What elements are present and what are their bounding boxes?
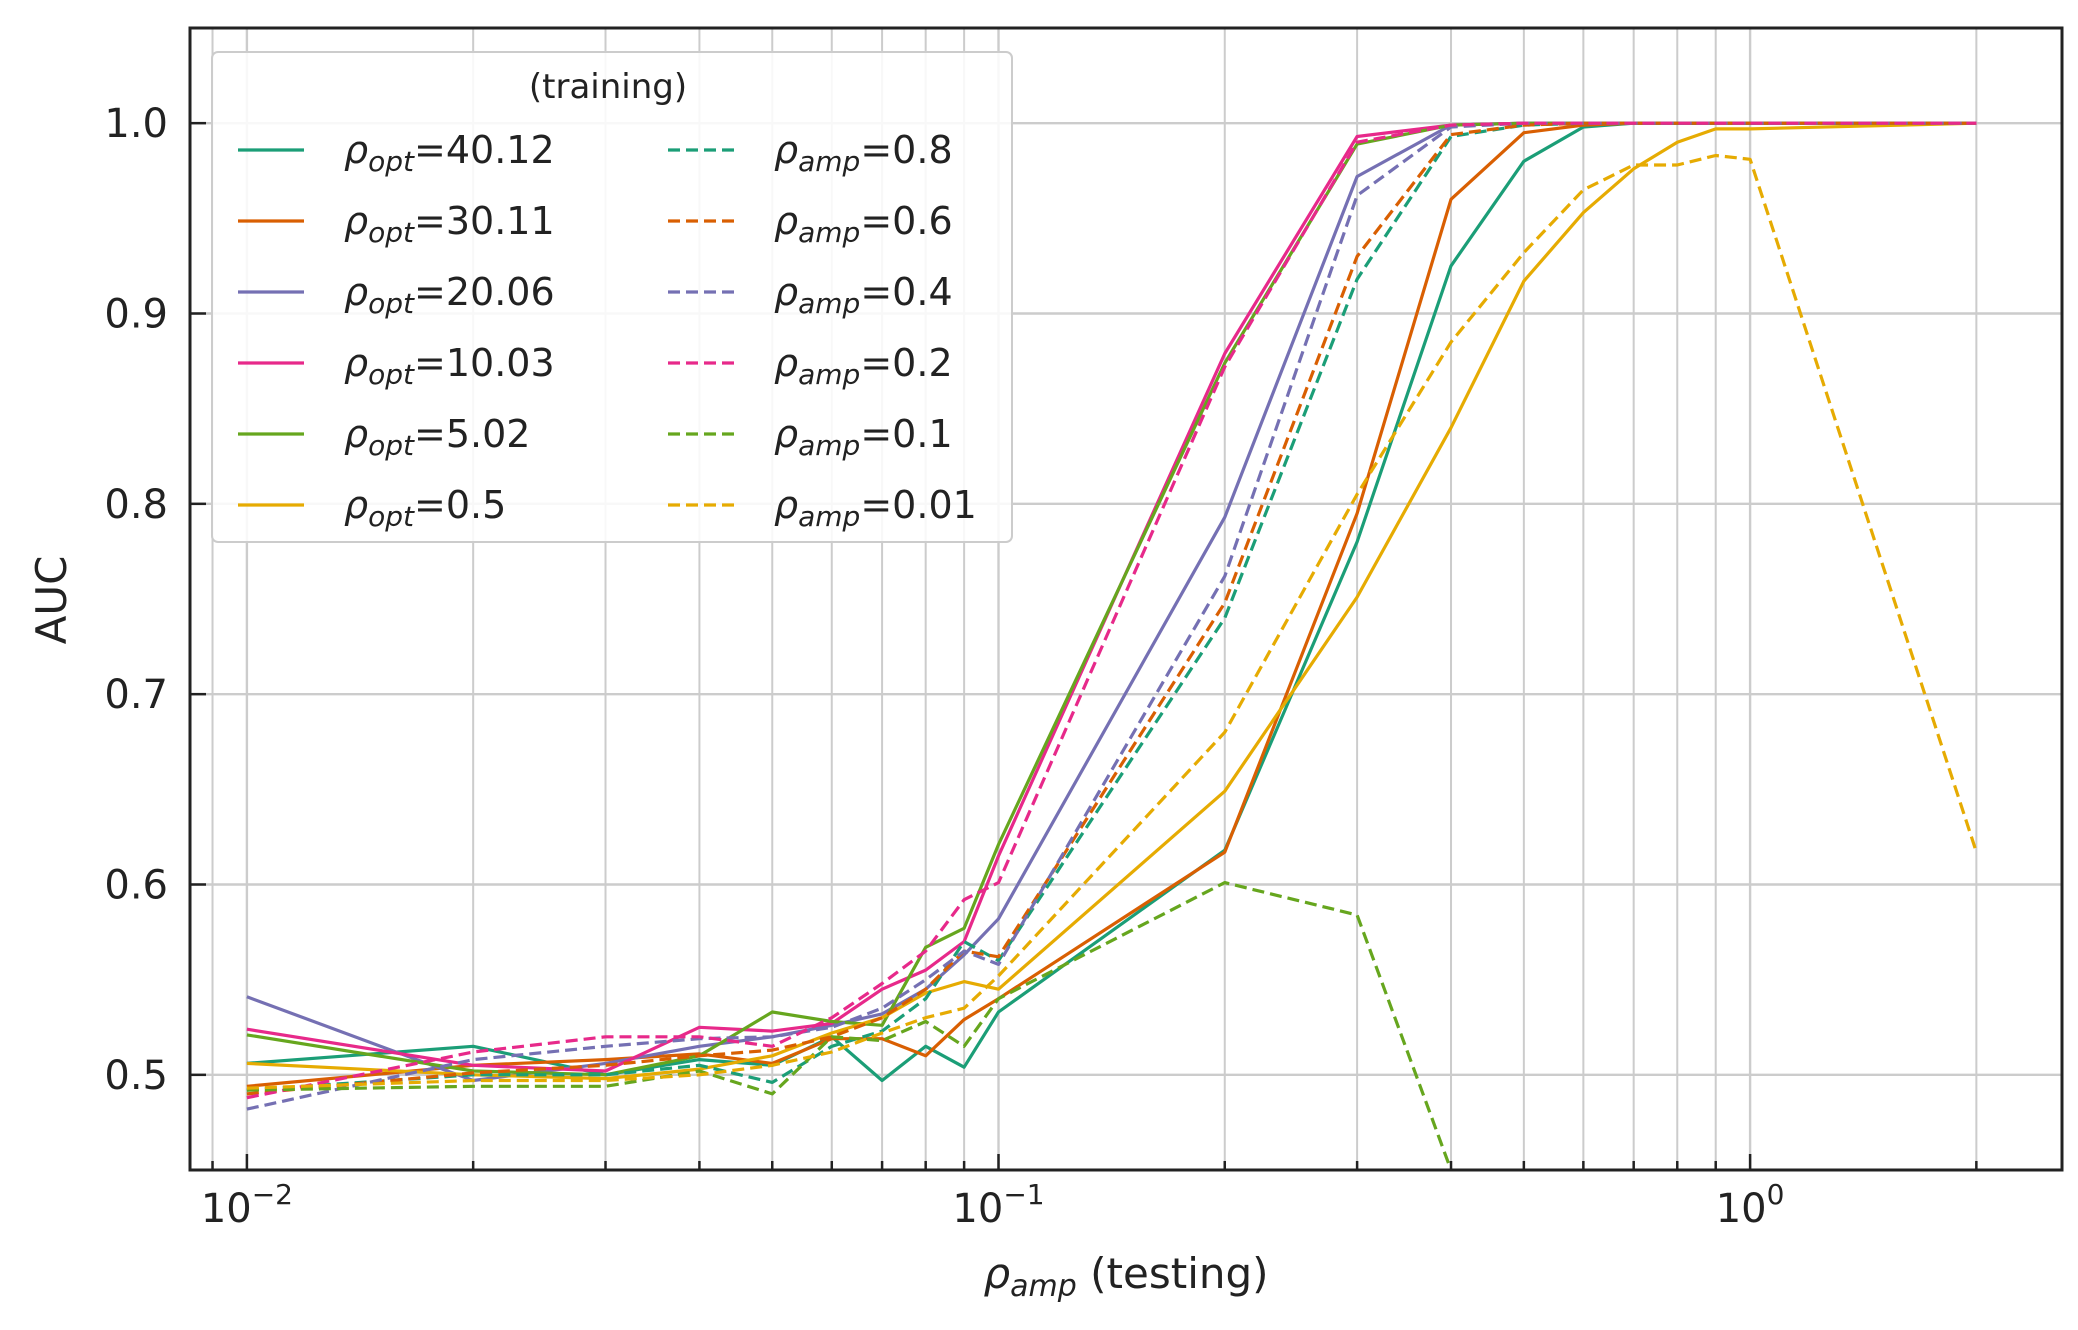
legend-label-symbol: ρ xyxy=(774,341,798,385)
legend-label-value: =0.01 xyxy=(860,483,976,527)
legend-label: ρopt=5.02 xyxy=(344,412,530,462)
legend-label-value: =0.4 xyxy=(860,270,952,314)
legend-label: ρamp=0.2 xyxy=(774,341,953,391)
legend-label: ρopt=20.06 xyxy=(344,270,555,320)
legend-label-symbol: ρ xyxy=(344,341,368,385)
legend-label-value: =5.02 xyxy=(414,412,530,456)
series-line-10 xyxy=(246,121,1977,1100)
legend-label: ρamp=0.1 xyxy=(774,412,953,462)
series-lines xyxy=(246,121,1978,1170)
legend-label-symbol: ρ xyxy=(774,270,798,314)
series-line-11 xyxy=(246,881,1453,1170)
y-tick-label: 0.5 xyxy=(104,1053,168,1099)
x-axis-title-symbol: ρ xyxy=(983,1249,1010,1298)
legend-box xyxy=(211,51,1013,543)
legend-label-value: =0.1 xyxy=(860,412,952,456)
legend-label-subscript: amp xyxy=(798,358,860,391)
x-tick-label-base: 10 xyxy=(201,1186,252,1232)
legend-label-subscript: opt xyxy=(368,500,415,533)
legend-label: ρamp=0.8 xyxy=(774,128,953,178)
legend-label: ρopt=10.03 xyxy=(344,341,555,391)
y-tick-label: 0.6 xyxy=(104,863,168,909)
y-tick-label: 0.9 xyxy=(104,292,168,338)
x-tick-label-exponent: −1 xyxy=(1003,1178,1044,1211)
legend-label-symbol: ρ xyxy=(344,270,368,314)
legend-label-subscript: amp xyxy=(798,500,860,533)
legend-label-subscript: opt xyxy=(368,216,415,249)
legend-label-symbol: ρ xyxy=(344,412,368,456)
legend-label-subscript: opt xyxy=(368,429,415,462)
legend-label-subscript: amp xyxy=(798,216,860,249)
legend-label-symbol: ρ xyxy=(344,128,368,172)
series-line-6 xyxy=(246,121,1977,1081)
legend-label-symbol: ρ xyxy=(774,412,798,456)
x-tick-label-base: 10 xyxy=(952,1186,1003,1232)
x-axis-title: ρamp (testing) xyxy=(983,1249,1268,1304)
x-tick-label-exponent: −2 xyxy=(252,1178,293,1211)
x-tick-label-exponent: 0 xyxy=(1767,1178,1785,1211)
legend-label-symbol: ρ xyxy=(774,483,798,527)
legend-label: ρopt=30.11 xyxy=(344,199,555,249)
legend-label: ρamp=0.4 xyxy=(774,270,953,320)
series-line-12 xyxy=(246,153,1978,1090)
x-tick-label: 10−1 xyxy=(952,1178,1044,1232)
legend-label-value: =0.5 xyxy=(414,483,506,527)
series-line-7 xyxy=(246,121,1977,1092)
x-tick-label-base: 10 xyxy=(1716,1186,1767,1232)
y-tick-label: 1.0 xyxy=(104,101,168,147)
legend-label-subscript: opt xyxy=(368,145,415,178)
legend-label: ρamp=0.01 xyxy=(774,483,977,533)
y-axis-title: AUC xyxy=(27,556,76,645)
legend-label-value: =10.03 xyxy=(414,341,555,385)
plot-frame xyxy=(188,26,2064,1172)
legend-label: ρopt=40.12 xyxy=(344,128,555,178)
legend-label-value: =0.6 xyxy=(860,199,952,243)
legend-label-value: =0.2 xyxy=(860,341,952,385)
x-tick-label: 100 xyxy=(1716,1178,1785,1232)
legend-label: ρamp=0.6 xyxy=(774,199,953,249)
legend-title: (training) xyxy=(529,67,687,107)
legend-label-subscript: opt xyxy=(368,287,415,320)
legend-label: ρopt=0.5 xyxy=(344,483,506,533)
legend-label-subscript: opt xyxy=(368,358,415,391)
legend-label-subscript: amp xyxy=(798,145,860,178)
y-tick-label: 0.7 xyxy=(104,672,168,718)
x-tick-label: 10−2 xyxy=(201,1178,293,1232)
legend-label-value: =20.06 xyxy=(414,270,555,314)
legend: (training)ρopt=40.12ρopt=30.11ρopt=20.06… xyxy=(211,51,1013,543)
legend-label-subscript: amp xyxy=(798,287,860,320)
legend-label-value: =30.11 xyxy=(414,199,555,243)
legend-label-subscript: amp xyxy=(798,429,860,462)
legend-label-value: =0.8 xyxy=(860,128,952,172)
legend-label-symbol: ρ xyxy=(774,128,798,172)
legend-label-symbol: ρ xyxy=(774,199,798,243)
x-axis-title-rest: (testing) xyxy=(1077,1249,1269,1298)
legend-label-symbol: ρ xyxy=(344,199,368,243)
x-axis-title-subscript: amp xyxy=(1010,1269,1077,1304)
legend-label-symbol: ρ xyxy=(344,483,368,527)
y-tick-label: 0.8 xyxy=(104,482,168,528)
legend-label-value: =40.12 xyxy=(414,128,555,172)
axis-ticks: 0.50.60.70.80.91.010−2 10−1 100 xyxy=(104,101,1978,1232)
